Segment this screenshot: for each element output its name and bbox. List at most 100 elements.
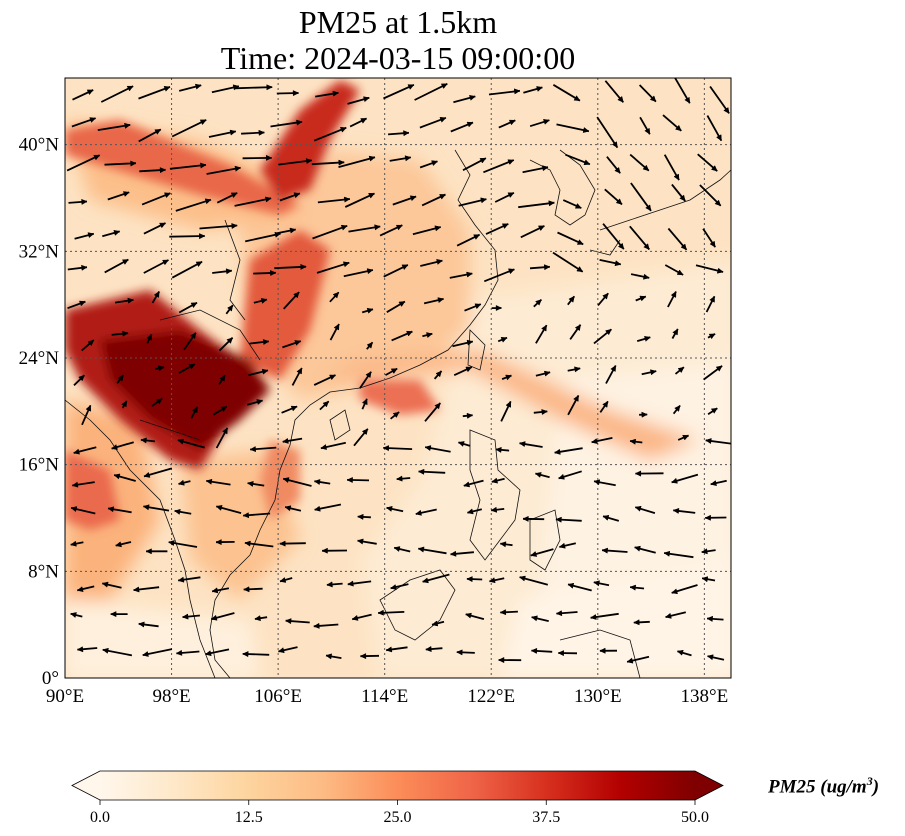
wind-arrow-head (215, 539, 222, 546)
wind-arrow-head (130, 160, 137, 167)
wind-arrow-head (519, 575, 526, 582)
wind-arrow-head (645, 204, 652, 212)
wind-arrow-head (641, 411, 648, 418)
wind-arrow-head (177, 576, 185, 583)
wind-arrow-head (81, 264, 88, 271)
wind-arrow-head (190, 332, 197, 340)
wind-arrow-head (188, 363, 196, 370)
wind-arrow-head (338, 159, 345, 166)
wind-arrow-head (157, 365, 165, 372)
wind-arrow-head (204, 650, 212, 657)
wind-arrow-head (676, 649, 684, 656)
wind-arrow-head (314, 505, 321, 512)
wind-arrow-head (199, 233, 206, 240)
wind-arrow-head (71, 481, 79, 488)
wind-arrow-head (279, 577, 287, 583)
wind-arrow-head (153, 290, 160, 298)
wind-arrow-head (684, 96, 691, 104)
wind-arrow-head (591, 438, 598, 445)
wind-arrow-head (244, 540, 251, 547)
wind-arrow-head (332, 291, 340, 299)
wind-arrow-head (242, 512, 250, 519)
wind-arrow-head (495, 305, 503, 311)
map-title-line1: PM25 at 1.5km (298, 4, 498, 40)
lat-tick-label: 32°N (19, 241, 60, 262)
wind-arrow-head (558, 473, 565, 480)
wind-arrow-head (142, 651, 149, 657)
wind-arrow-head (200, 162, 207, 169)
wind-arrow-head (602, 292, 609, 300)
wind-arrow-head (215, 504, 223, 511)
colorbar-tick-label: 12.5 (235, 809, 263, 826)
colorbar-extend-max (695, 771, 723, 800)
wind-arrow-head (568, 295, 575, 303)
wind-arrow-head (333, 323, 340, 331)
wind-arrow-head (326, 581, 333, 588)
wind-arrow-head (555, 516, 562, 523)
wind-arrow-head (266, 84, 273, 91)
wind-arrow-head (396, 475, 403, 482)
wind-arrow-head (226, 337, 234, 344)
wind-arrow-head (425, 645, 432, 653)
wind-arrow-head (249, 446, 256, 453)
wind-arrow-head (290, 405, 298, 412)
wind-arrow-shaft (338, 156, 376, 168)
wind-arrow-head (536, 86, 543, 92)
wind-arrow-head (292, 90, 300, 97)
wind-arrow-head (634, 545, 641, 552)
wind-arrow-head (377, 609, 384, 616)
wind-arrow-shaft (234, 86, 273, 90)
wind-arrow-head (115, 541, 122, 548)
wind-arrow-head (87, 339, 95, 347)
wind-arrow-head (522, 515, 529, 522)
wind-arrow-head (140, 437, 147, 444)
wind-arrow-head (531, 615, 538, 622)
wind-arrow-head (107, 506, 115, 513)
wind-arrow-head (709, 295, 715, 303)
wind-arrow-head (398, 301, 406, 307)
wind-arrow-head (138, 621, 145, 628)
wind-arrow-head (673, 173, 680, 181)
wind-arrow-head (535, 299, 542, 306)
wind-arrow-head (680, 243, 687, 251)
wind-arrow-head (479, 157, 487, 164)
wind-arrow-head (313, 479, 321, 486)
wind-arrow-head (357, 513, 364, 520)
colorbar-label: PM25 (ug/m3) (768, 774, 880, 798)
wind-arrow-head (649, 95, 657, 103)
wind-arrow-head (664, 612, 672, 619)
wind-arrow-head (541, 165, 549, 172)
wind-arrow-head (124, 122, 131, 129)
wind-arrow-head (642, 164, 650, 172)
wind-arrow-head (431, 620, 439, 627)
wind-arrow-head (537, 225, 545, 232)
wind-arrow-shaft (552, 251, 584, 273)
wind-arrow-head (495, 446, 502, 453)
pm25-field (65, 78, 731, 678)
wind-arrow-head (174, 508, 181, 515)
wind-arrow-shaft (313, 126, 347, 142)
wind-arrow-shaft (100, 85, 134, 103)
wind-arrow-head (121, 400, 127, 408)
wind-arrow-head (87, 232, 95, 239)
wind-arrow-head (321, 547, 328, 554)
wind-arrow-head (285, 618, 292, 625)
wind-arrow-head (610, 364, 616, 372)
wind-arrow-head (499, 609, 507, 616)
wind-arrow-head (590, 614, 597, 620)
wind-arrow-head (342, 261, 350, 268)
wind-arrow-head (282, 477, 290, 484)
wind-arrow-head (359, 653, 367, 660)
wind-arrow-shaft (630, 182, 652, 212)
wind-arrow-head (530, 551, 538, 557)
wind-arrow-shaft (66, 154, 101, 172)
wind-arrow-shaft (245, 232, 281, 243)
wind-arrow-head (500, 337, 508, 343)
wind-arrow-head (507, 192, 515, 198)
colorbar-tick-label: 50.0 (681, 809, 709, 826)
wind-arrow-head (434, 402, 441, 410)
wind-arrow-head (466, 576, 473, 583)
wind-arrow-head (70, 540, 77, 547)
wind-arrow-head (611, 141, 618, 149)
wind-arrow-head (365, 371, 372, 379)
